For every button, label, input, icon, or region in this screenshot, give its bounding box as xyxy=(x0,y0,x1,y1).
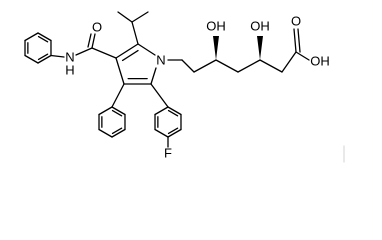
bond xyxy=(293,28,297,53)
wedge-bond xyxy=(257,36,263,60)
bond xyxy=(281,51,297,73)
bond xyxy=(154,106,169,116)
bond xyxy=(215,59,239,73)
bond xyxy=(24,32,39,42)
bond xyxy=(111,106,126,116)
atom-label: N xyxy=(65,49,74,64)
bond xyxy=(150,67,157,85)
wedge-bond xyxy=(213,36,219,60)
bond xyxy=(167,109,179,117)
bond xyxy=(150,83,169,108)
bond xyxy=(98,106,113,116)
bond xyxy=(24,54,39,64)
bond xyxy=(117,11,133,23)
bond xyxy=(115,57,125,85)
bond xyxy=(167,127,179,135)
atom-label: H xyxy=(65,62,74,77)
bond xyxy=(121,49,139,62)
bond xyxy=(37,53,49,61)
bond xyxy=(91,47,117,59)
bond xyxy=(37,54,52,64)
bond xyxy=(154,128,169,138)
atom-label: OH xyxy=(250,18,270,33)
bond xyxy=(295,51,310,61)
atom-label: F xyxy=(164,145,172,160)
bond xyxy=(111,109,123,117)
bond xyxy=(75,47,93,56)
bond xyxy=(50,54,65,58)
bond xyxy=(111,127,123,135)
bond xyxy=(167,106,182,116)
bond xyxy=(131,11,149,23)
bond xyxy=(37,32,52,42)
bond xyxy=(111,83,125,108)
atom-label: OH xyxy=(206,18,226,33)
bond xyxy=(137,43,156,56)
bond xyxy=(131,21,139,45)
bond xyxy=(237,59,261,73)
bond xyxy=(259,59,283,73)
background xyxy=(0,0,382,166)
bond xyxy=(167,128,182,138)
bond xyxy=(87,33,92,48)
bond xyxy=(297,28,301,53)
bonds xyxy=(24,11,310,148)
bond xyxy=(111,128,126,138)
atom-label: OH xyxy=(310,53,330,68)
bond xyxy=(115,43,139,59)
atom-label: O xyxy=(291,13,301,28)
bond xyxy=(98,128,113,138)
atom-label: O xyxy=(92,19,102,34)
bond xyxy=(181,59,195,73)
bond xyxy=(37,35,49,43)
atom-label: N xyxy=(156,52,165,67)
structure-diagram: N H O N OH OH O OH F xyxy=(0,0,382,166)
bond xyxy=(193,59,217,73)
bond xyxy=(91,33,96,49)
